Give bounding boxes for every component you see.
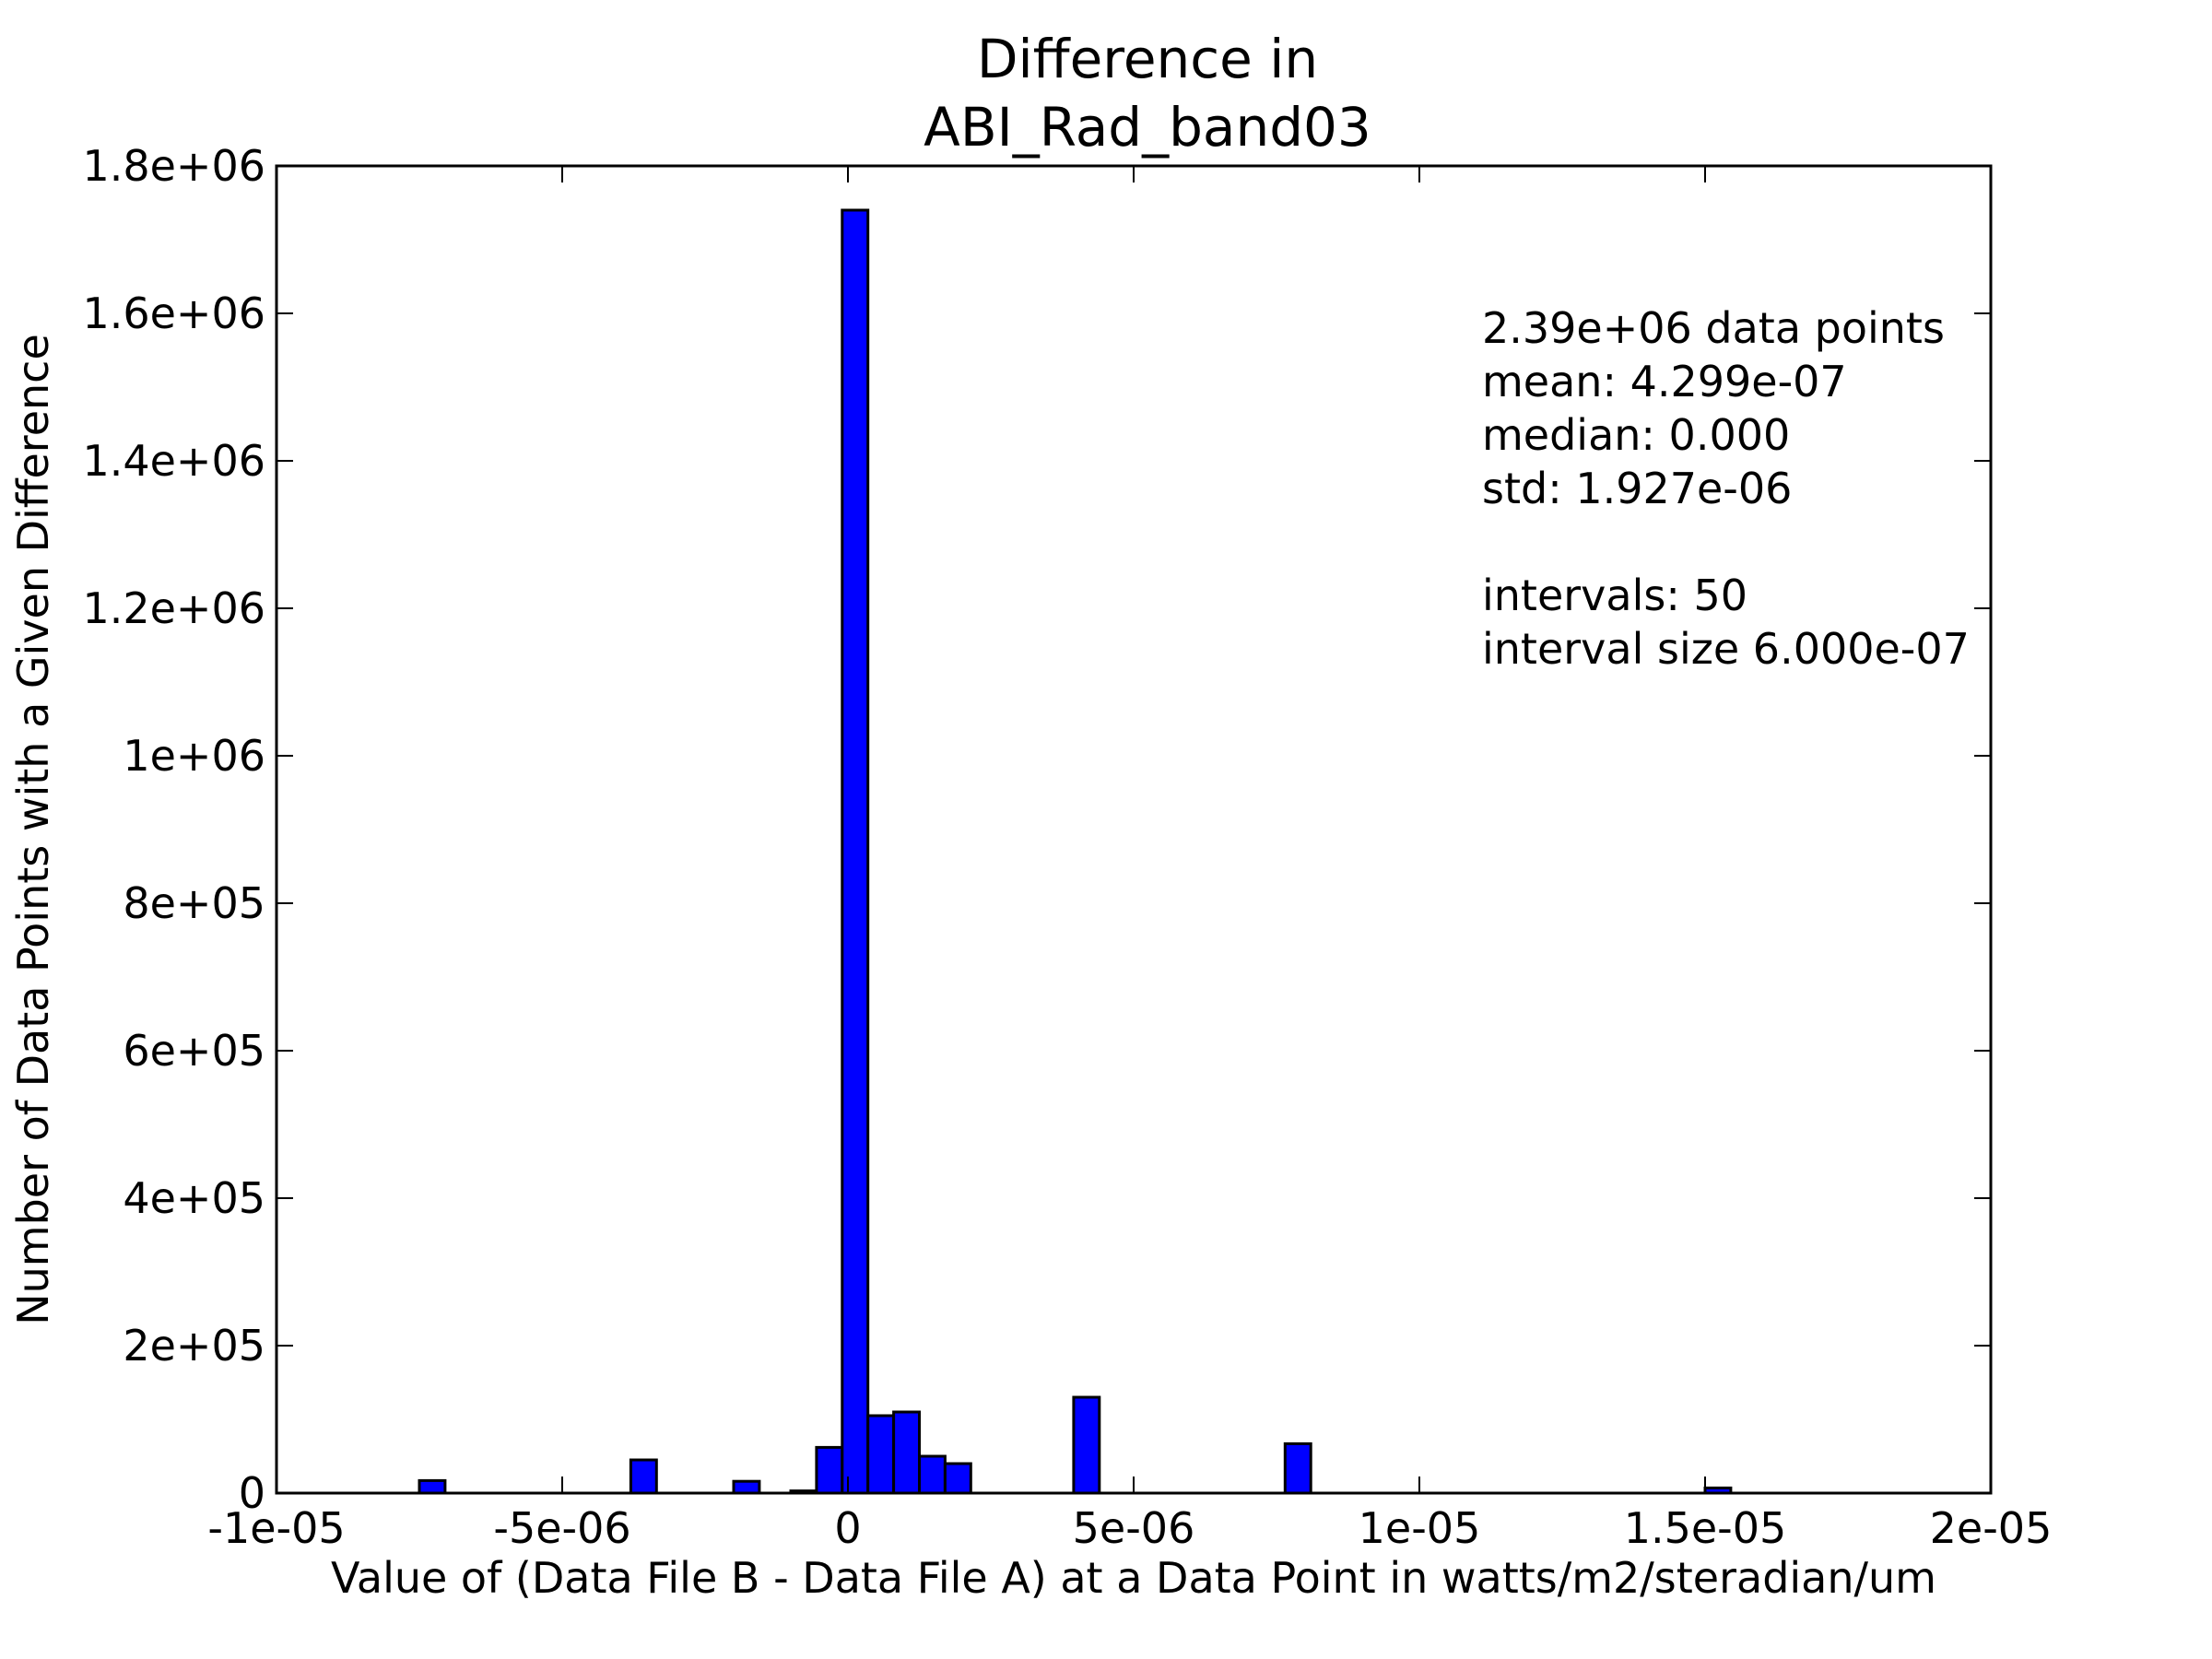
- histogram-bar-4: [815, 1445, 844, 1495]
- y-tick-label-0: 0: [239, 1468, 265, 1518]
- histogram-bar-11: [1283, 1441, 1312, 1495]
- histogram-bar-7: [892, 1410, 921, 1495]
- histogram-bar-9: [943, 1462, 972, 1495]
- y-tick-label-5: 1e+06: [123, 731, 265, 781]
- x-tick-label-3: 5e-06: [1073, 1503, 1195, 1553]
- histogram-bar-6: [866, 1414, 896, 1495]
- histogram-bar-2: [732, 1479, 761, 1495]
- stats-line-0: 2.39e+06 data points: [1482, 303, 1945, 353]
- x-tick-label-2: 0: [834, 1503, 861, 1553]
- stats-line-3: std: 1.927e-06: [1482, 464, 1792, 513]
- y-axis-label: Number of Data Points with a Given Diffe…: [8, 334, 58, 1325]
- x-tick-label-6: 2e-05: [1930, 1503, 2053, 1553]
- x-tick-label-4: 1e-05: [1359, 1503, 1481, 1553]
- histogram-bar-1: [629, 1458, 658, 1495]
- y-tick-label-7: 1.4e+06: [82, 436, 265, 486]
- stats-line-6: interval size 6.000e-07: [1482, 624, 1970, 674]
- stats-line-2: median: 0.000: [1482, 410, 1790, 460]
- plot-frame: [275, 164, 1993, 1495]
- histogram-bar-0: [418, 1478, 447, 1495]
- stats-line-5: intervals: 50: [1482, 571, 1747, 620]
- y-tick-label-2: 4e+05: [123, 1173, 265, 1223]
- y-tick-label-6: 1.2e+06: [82, 583, 265, 633]
- ticks-group: -1e-05 -5e-06 0 5e-06 1e-05 1.5e-05 2e-05 0 2e+0…: [82, 141, 2052, 1553]
- chart-title-line1: Difference in: [977, 28, 1318, 90]
- x-tick-label-1: -5e-06: [493, 1503, 630, 1553]
- histogram-bar-5: [841, 208, 870, 1495]
- y-tick-label-9: 1.8e+06: [82, 141, 265, 191]
- x-axis-label: Value of (Data File B - Data File A) at …: [331, 1553, 1936, 1603]
- y-tick-label-3: 6e+05: [123, 1026, 265, 1076]
- x-tick-label-0: -1e-05: [207, 1503, 345, 1553]
- stats-line-1: mean: 4.299e-07: [1482, 357, 1847, 406]
- histogram-bar-8: [918, 1454, 947, 1495]
- histogram-bar-10: [1072, 1395, 1101, 1495]
- bars-group: [418, 208, 1733, 1495]
- chart-title-line2: ABI_Rad_band03: [924, 96, 1371, 159]
- x-tick-label-5: 1.5e-05: [1624, 1503, 1787, 1553]
- y-tick-label-1: 2e+05: [123, 1321, 265, 1371]
- y-tick-label-4: 8e+05: [123, 878, 265, 928]
- y-tick-label-8: 1.6e+06: [82, 288, 265, 338]
